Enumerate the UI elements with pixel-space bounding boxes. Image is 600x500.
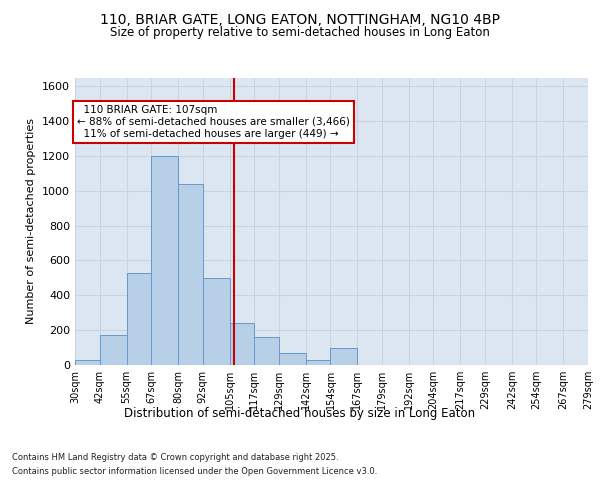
Bar: [178, 184, 203, 365]
Bar: [230, 323, 254, 365]
Text: 110 BRIAR GATE: 107sqm
← 88% of semi-detached houses are smaller (3,466)
  11% o: 110 BRIAR GATE: 107sqm ← 88% of semi-det…: [77, 106, 350, 138]
Bar: [331, 348, 357, 365]
Text: 110, BRIAR GATE, LONG EATON, NOTTINGHAM, NG10 4BP: 110, BRIAR GATE, LONG EATON, NOTTINGHAM,…: [100, 12, 500, 26]
Bar: [75, 360, 100, 365]
Text: Size of property relative to semi-detached houses in Long Eaton: Size of property relative to semi-detach…: [110, 26, 490, 39]
Bar: [203, 278, 230, 365]
Bar: [100, 336, 127, 365]
Bar: [254, 337, 279, 365]
Text: Distribution of semi-detached houses by size in Long Eaton: Distribution of semi-detached houses by …: [124, 408, 476, 420]
Bar: [151, 156, 178, 365]
Bar: [279, 353, 306, 365]
Text: Contains public sector information licensed under the Open Government Licence v3: Contains public sector information licen…: [12, 468, 377, 476]
Bar: [127, 272, 151, 365]
Text: Contains HM Land Registry data © Crown copyright and database right 2025.: Contains HM Land Registry data © Crown c…: [12, 452, 338, 462]
Bar: [306, 360, 331, 365]
Y-axis label: Number of semi-detached properties: Number of semi-detached properties: [26, 118, 37, 324]
